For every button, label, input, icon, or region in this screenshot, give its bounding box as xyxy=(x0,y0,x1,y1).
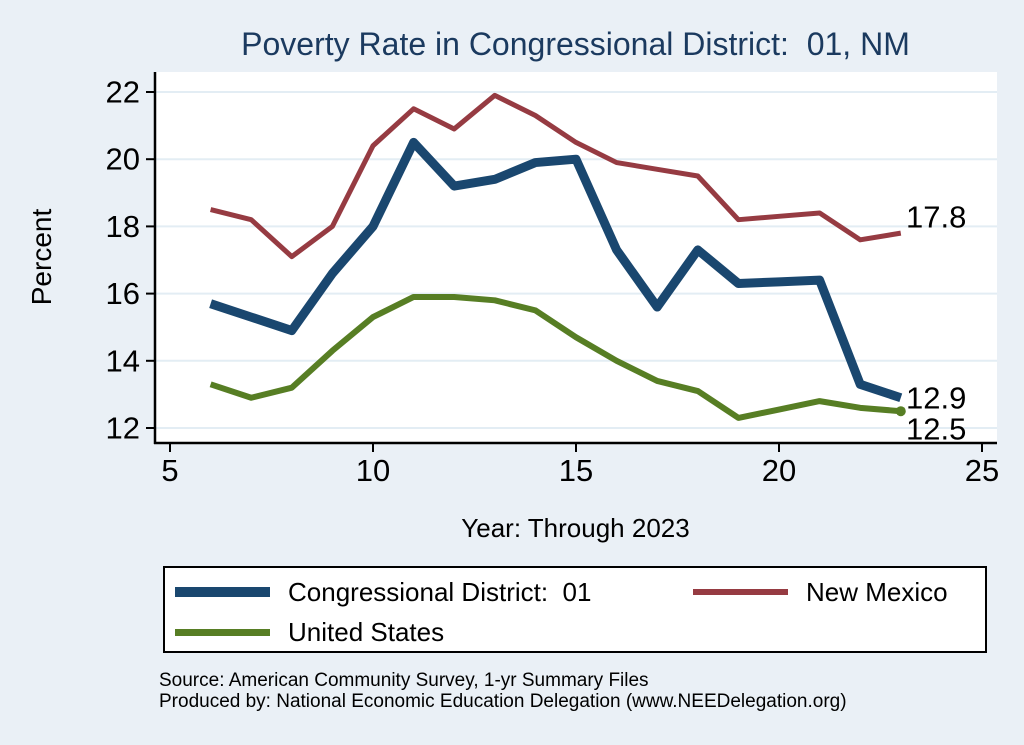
legend-label-united-states: United States xyxy=(288,616,445,647)
legend-entry-congressional-district-01: Congressional District: 01 xyxy=(175,575,591,609)
legend-swatch-congressional-district-01 xyxy=(175,587,270,597)
y-tick-label-14: 14 xyxy=(106,343,140,378)
series-end-marker-united-states xyxy=(895,406,906,417)
x-axis-title: Year: Through 2023 xyxy=(461,513,690,543)
legend-entry-united-states: United States xyxy=(175,615,444,649)
x-tick-label-25: 25 xyxy=(965,453,999,488)
x-tick-label-5: 5 xyxy=(161,453,178,488)
legend-swatch-united-states xyxy=(175,628,270,636)
y-tick-label-16: 16 xyxy=(106,276,140,311)
y-tick-label-12: 12 xyxy=(106,411,140,446)
y-tick-label-20: 20 xyxy=(106,142,140,177)
producer-line: Produced by: National Economic Education… xyxy=(159,691,847,712)
end-value-label-12-9: 12.9 xyxy=(906,380,966,415)
x-tick-label-10: 10 xyxy=(356,453,390,488)
y-axis-title: Percent xyxy=(26,208,57,306)
legend-label-congressional-district-01: Congressional District: 01 xyxy=(288,576,592,607)
legend-label-new-mexico: New Mexico xyxy=(806,576,948,607)
line-chart: 12 14 16 18 20 22 5 10 15 20 25 17.8 12.912.5 xyxy=(106,72,999,488)
series-line-new-mexico xyxy=(209,92,902,260)
legend-swatch-new-mexico xyxy=(693,589,788,595)
source-line: Source: American Community Survey, 1-yr … xyxy=(159,670,649,691)
x-tick-label-15: 15 xyxy=(559,453,593,488)
source-note: Source: American Community Survey, 1-yr … xyxy=(159,670,847,712)
legend: Congressional District: 01 New Mexico Un… xyxy=(163,566,987,653)
series-line-united-states xyxy=(209,293,902,421)
end-value-label-17-8: 17.8 xyxy=(906,200,966,235)
chart-title: Poverty Rate in Congressional District: … xyxy=(241,26,910,62)
series-line-congressional-district-01 xyxy=(209,137,903,403)
y-tick-label-22: 22 xyxy=(106,75,140,110)
legend-entry-new-mexico: New Mexico xyxy=(693,575,948,609)
x-tick-label-20: 20 xyxy=(762,453,796,488)
end-value-label-12-5: 12.5 xyxy=(906,412,966,447)
y-tick-label-18: 18 xyxy=(106,209,140,244)
